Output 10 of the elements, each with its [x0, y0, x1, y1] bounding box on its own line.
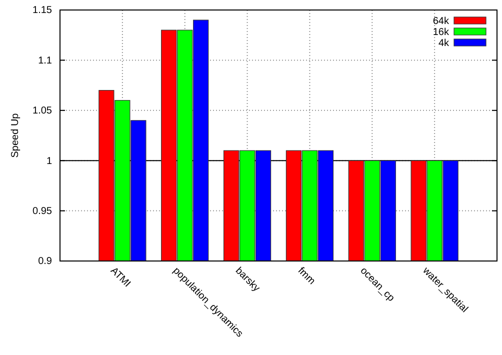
y-tick-label: 1.15 [32, 5, 52, 16]
y-tick-label: 1 [46, 156, 52, 167]
legend-label: 4k [438, 38, 450, 49]
legend-label: 16k [432, 27, 450, 38]
legend-label: 64k [432, 16, 450, 27]
y-tick-label: 0.9 [38, 256, 52, 268]
y-tick-label: 0.95 [32, 206, 52, 217]
y-tick-label: 1.05 [32, 106, 52, 117]
y-tick-label: 1.1 [38, 55, 52, 66]
y-axis-title: Speed Up [10, 112, 21, 158]
